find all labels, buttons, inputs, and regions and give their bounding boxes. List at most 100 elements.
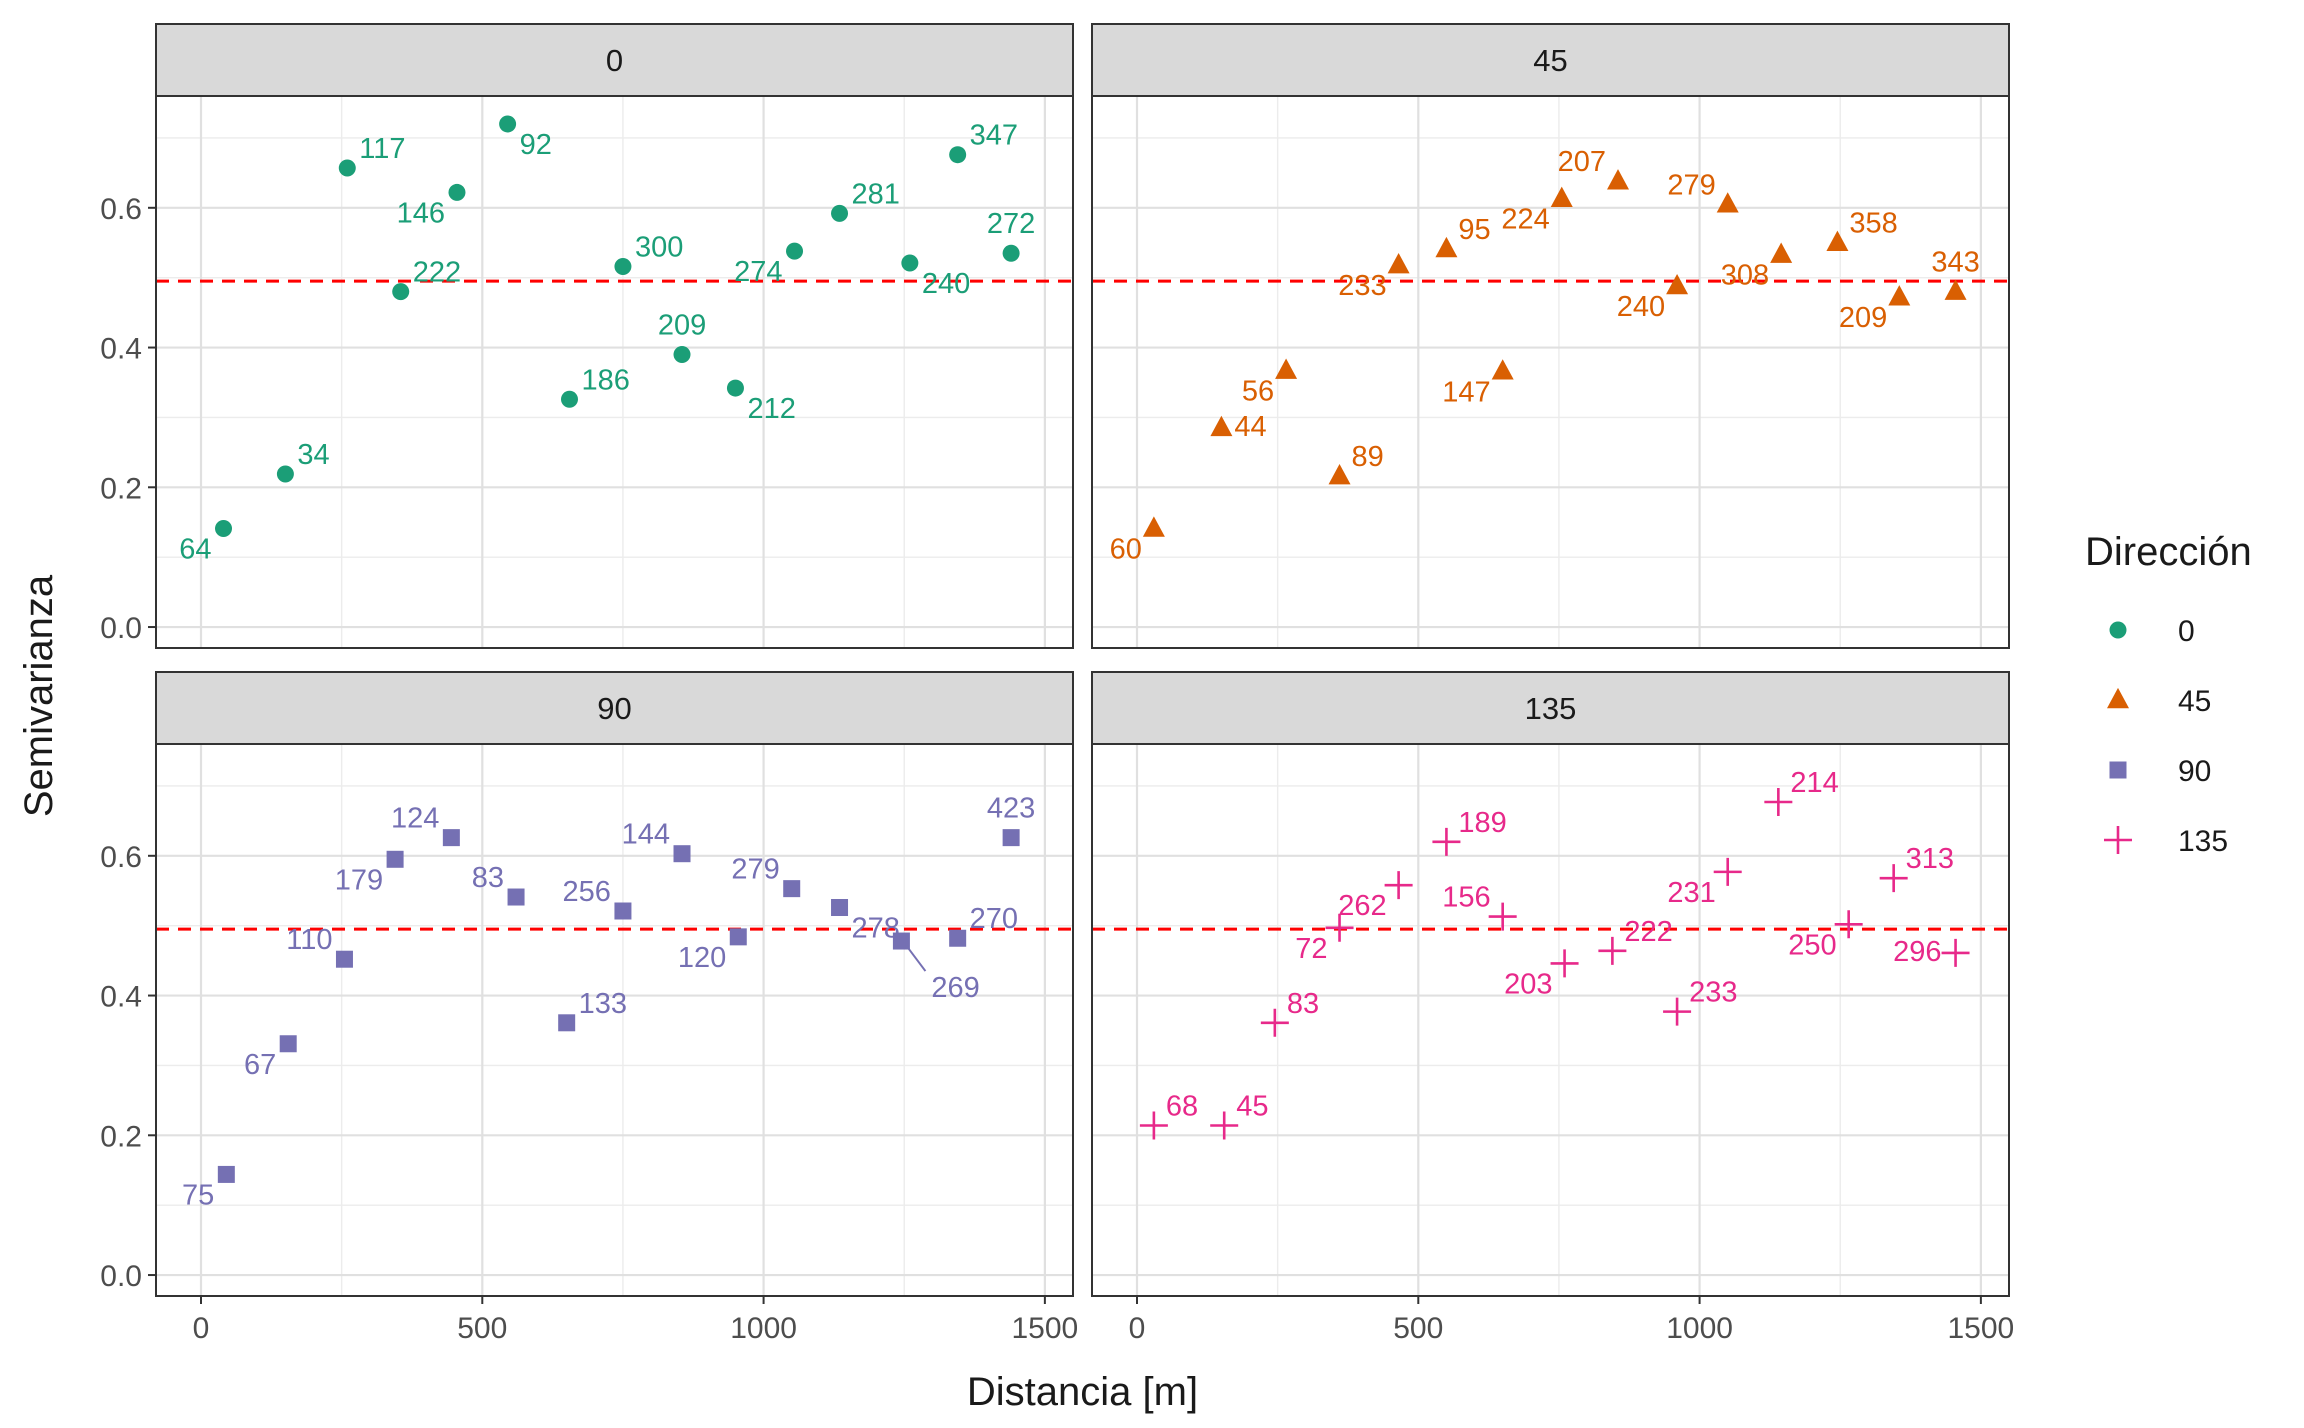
panel-45-point <box>1435 236 1458 258</box>
panel-90-label-leader <box>906 946 927 972</box>
panel-90-point <box>614 902 632 920</box>
panel-90-point <box>892 932 910 950</box>
panel-90-point <box>442 829 460 847</box>
panel-0-point <box>392 283 410 301</box>
x-tick-label: 0 <box>193 1312 210 1345</box>
panel-90-point <box>386 850 404 868</box>
panel-90-point-label: 423 <box>987 793 1035 825</box>
panel-0-point <box>215 520 233 538</box>
panel-45-point-label: 95 <box>1458 214 1490 246</box>
panel-45-point-label: 44 <box>1234 411 1266 443</box>
panel-45-point <box>1826 230 1849 251</box>
panel-90-point <box>1002 829 1020 847</box>
x-axis-title: Distancia [m] <box>967 1370 1198 1414</box>
panel-135-point <box>1210 1111 1239 1140</box>
panel-45-point <box>1491 359 1514 380</box>
panel-90-point <box>783 880 801 898</box>
panel-45-point-label: 207 <box>1558 146 1606 178</box>
x-tick-label: 500 <box>1393 1312 1443 1345</box>
panel-135-point-label: 262 <box>1338 890 1386 922</box>
x-tick-label: 500 <box>457 1312 507 1345</box>
panel-90-point-label: 179 <box>335 864 383 896</box>
panel-135-point <box>1663 997 1692 1026</box>
panel-45-point-label: 60 <box>1110 534 1142 566</box>
panel-135-point <box>1941 938 1970 967</box>
panel-45-point <box>1142 516 1165 537</box>
panel-135-point <box>1834 910 1863 939</box>
panel-45-strip <box>1091 23 2010 97</box>
y-tick-label: 0.4 <box>100 333 142 366</box>
x-tick-label: 1500 <box>1947 1312 2014 1345</box>
panel-45-point-label: 147 <box>1442 376 1490 408</box>
panel-45-background <box>1092 96 2009 648</box>
y-tick-label: 0.2 <box>100 1120 142 1153</box>
panel-45-point-label: 308 <box>1721 260 1769 292</box>
x-tick-label: 1500 <box>1011 1312 1078 1345</box>
panel-45-point-label: 233 <box>1338 270 1386 302</box>
panel-45-point <box>1716 192 1739 213</box>
y-tick-label: 0.6 <box>100 193 142 226</box>
panel-135-strip <box>1091 671 2010 745</box>
panel-0-point-label: 281 <box>852 178 900 210</box>
panel-45-strip-label: 45 <box>1533 43 1567 78</box>
panel-45-border <box>1091 95 2010 649</box>
panel-45-point-label: 56 <box>1242 376 1274 408</box>
panel-0-point <box>901 254 919 272</box>
panel-135-point-label: 231 <box>1667 877 1715 909</box>
panel-90-point <box>217 1165 235 1183</box>
panel-90-border <box>155 743 1074 1297</box>
panel-0-point-label: 92 <box>520 129 552 161</box>
panel-135-point <box>1713 857 1742 886</box>
legend-label-90: 90 <box>2178 755 2211 788</box>
panel-45-point <box>1666 273 1689 295</box>
legend-key-0 <box>2109 621 2127 639</box>
panel-90-point-label: 75 <box>182 1179 214 1211</box>
panel-135-point <box>1764 787 1793 816</box>
panel-0-point <box>786 242 804 260</box>
panel-135-point-label: 45 <box>1236 1091 1268 1123</box>
panel-0-point <box>831 204 849 222</box>
panel-90-point-label: 270 <box>970 903 1018 935</box>
panel-0-point-label: 274 <box>734 256 782 288</box>
panel-135-point-label: 214 <box>1790 767 1838 799</box>
panel-0-point-label: 272 <box>987 208 1035 240</box>
panel-90-point-label: 83 <box>472 862 504 894</box>
panel-0-strip <box>155 23 1074 97</box>
panel-0-strip-label: 0 <box>606 43 623 78</box>
panel-90-point-label: 67 <box>244 1049 276 1081</box>
panel-0-point-label: 146 <box>397 197 445 229</box>
panel-45-point <box>1328 464 1351 485</box>
panel-90-strip-label: 90 <box>597 691 631 726</box>
panel-135-point-label: 222 <box>1624 916 1672 948</box>
panel-45-point-label: 358 <box>1849 208 1897 240</box>
panel-0-point-label: 240 <box>922 268 970 300</box>
panel-0-background <box>156 96 1073 648</box>
panel-90-point-label: 269 <box>931 972 979 1004</box>
panel-90-point-label: 144 <box>622 819 670 851</box>
panel-90-point <box>558 1014 576 1032</box>
panel-135-point <box>1550 949 1579 978</box>
panel-0-point <box>499 115 517 133</box>
legend-label-45: 45 <box>2178 685 2211 718</box>
panel-0-point-label: 300 <box>635 231 683 263</box>
y-tick-label: 0.6 <box>100 841 142 874</box>
legend-key-45 <box>2107 687 2129 709</box>
panel-45-point <box>1387 252 1410 274</box>
x-tick-label: 0 <box>1129 1312 1146 1345</box>
legend-label-0: 0 <box>2178 615 2195 648</box>
panel-0-point <box>338 159 356 177</box>
panel-45-point <box>1770 242 1793 263</box>
panel-0-point <box>1002 244 1020 262</box>
panel-135-point <box>1139 1111 1168 1140</box>
y-tick-label: 0.0 <box>100 612 142 645</box>
x-tick-label: 1000 <box>730 1312 797 1345</box>
panel-135-point-label: 189 <box>1458 807 1506 839</box>
panel-45-point-label: 240 <box>1617 291 1665 323</box>
panel-135-point <box>1325 913 1354 942</box>
panel-135-point <box>1260 1008 1289 1037</box>
panel-0-point-label: 209 <box>658 310 706 342</box>
panel-90-point <box>507 888 525 906</box>
panel-45-point-label: 279 <box>1667 169 1715 201</box>
panel-0-point-label: 212 <box>747 393 795 425</box>
